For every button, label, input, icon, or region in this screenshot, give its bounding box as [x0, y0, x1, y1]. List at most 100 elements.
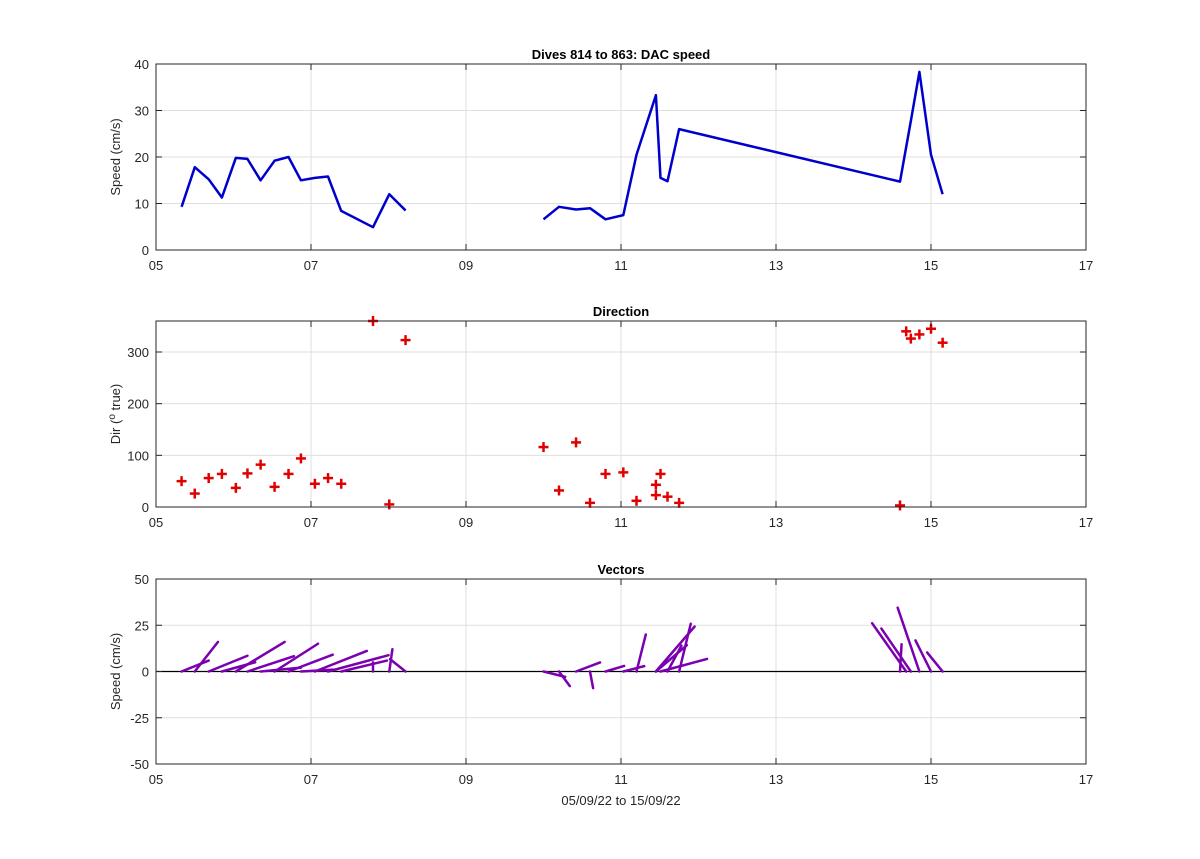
x-axis-label: 05/09/22 to 15/09/22 — [561, 793, 680, 808]
current-vector — [180, 659, 210, 673]
direction-point — [901, 326, 912, 337]
y-tick-label: 20 — [135, 150, 149, 165]
direction-point — [650, 490, 661, 501]
direction-point — [895, 500, 905, 511]
x-tick-label: 17 — [1079, 515, 1093, 530]
x-tick-label: 15 — [924, 772, 938, 787]
current-vector — [914, 639, 933, 673]
direction-panel: 05 07 09 11 13 15 17 0 100 200 300 Direction Dir (o … — [107, 304, 1094, 530]
speed-series-line — [180, 155, 407, 229]
y-tick-label: 300 — [127, 345, 149, 360]
direction-point — [662, 491, 673, 502]
current-vector — [896, 606, 921, 673]
x-tick-label: 05 — [149, 258, 163, 273]
current-vector — [388, 657, 407, 673]
x-tick-label: 17 — [1079, 772, 1093, 787]
direction-point — [674, 497, 685, 508]
x-tick-label: 05 — [149, 772, 163, 787]
current-vector — [557, 670, 572, 688]
direction-point — [655, 468, 666, 479]
x-tick-label: 11 — [614, 258, 628, 273]
x-tick-label: 15 — [924, 515, 938, 530]
direction-point — [269, 481, 280, 492]
y-tick-label: 0 — [142, 665, 149, 680]
direction-point — [242, 468, 253, 479]
y-tick-label: 30 — [135, 104, 149, 119]
speed-series-line — [542, 70, 944, 221]
direction-point — [631, 495, 642, 506]
y-tick-label: 10 — [135, 197, 149, 212]
y-tick-label: -25 — [130, 711, 149, 726]
direction-point — [618, 467, 629, 478]
current-vector — [246, 654, 296, 673]
y-tick-label: 0 — [142, 243, 149, 258]
current-vector — [193, 640, 220, 673]
current-vector — [207, 654, 249, 673]
x-tick-label: 09 — [459, 772, 473, 787]
current-vector — [925, 651, 944, 673]
y-axis-label: Speed (cm/s) — [108, 118, 123, 195]
direction-point — [255, 459, 266, 470]
y-tick-label: 50 — [135, 572, 149, 587]
current-vector — [339, 659, 389, 673]
direction-point — [937, 337, 948, 348]
direction-point — [176, 476, 187, 487]
direction-point — [600, 468, 611, 479]
y-tick-label: 0 — [142, 500, 149, 515]
direction-point — [323, 473, 334, 484]
chart-title: Dives 814 to 863: DAC speed — [532, 47, 711, 62]
current-vector — [880, 627, 913, 673]
direction-point — [384, 499, 395, 510]
current-vector — [604, 664, 626, 673]
current-vector — [635, 633, 648, 673]
direction-point — [295, 453, 306, 464]
direction-point — [283, 468, 294, 479]
x-tick-label: 07 — [304, 515, 318, 530]
y-axis-label: Speed (cm/s) — [108, 633, 123, 710]
current-vector — [273, 642, 320, 673]
vectors-panel: 05 07 09 11 13 15 17 -50 -25 0 25 50 Vectors Speed (c… — [108, 562, 1093, 808]
current-vector — [588, 670, 595, 690]
x-tick-label: 11 — [614, 515, 628, 530]
y-tick-label: 25 — [135, 618, 149, 633]
x-tick-label: 13 — [769, 515, 783, 530]
direction-point — [650, 479, 661, 490]
x-tick-label: 09 — [459, 258, 473, 273]
current-vector — [654, 643, 689, 673]
direction-point — [309, 478, 320, 489]
y-tick-label: 100 — [127, 448, 149, 463]
direction-point — [905, 333, 916, 344]
direction-point — [538, 442, 549, 453]
y-tick-label: 40 — [135, 57, 149, 72]
x-tick-label: 05 — [149, 515, 163, 530]
x-tick-label: 13 — [769, 772, 783, 787]
current-vector — [234, 640, 286, 673]
direction-point — [203, 473, 214, 484]
direction-point — [216, 468, 227, 479]
current-vector — [326, 653, 390, 673]
direction-point — [189, 488, 200, 499]
x-tick-label: 13 — [769, 258, 783, 273]
current-vector — [666, 644, 683, 673]
direction-point — [400, 335, 411, 346]
y-tick-label: 200 — [127, 397, 149, 412]
chart-title: Vectors — [598, 562, 645, 577]
x-tick-label: 15 — [924, 258, 938, 273]
direction-point — [914, 329, 925, 340]
x-tick-label: 07 — [304, 258, 318, 273]
x-tick-label: 07 — [304, 772, 318, 787]
current-vector — [870, 621, 908, 673]
current-vector — [622, 664, 646, 673]
chart-title: Direction — [593, 304, 649, 319]
current-vector — [677, 622, 692, 673]
direction-point — [554, 485, 564, 496]
direction-point — [571, 437, 582, 448]
x-tick-label: 11 — [614, 772, 628, 787]
direction-point — [230, 482, 241, 493]
direction-point — [585, 497, 595, 508]
y-tick-label: -50 — [130, 757, 149, 772]
x-tick-label: 17 — [1079, 258, 1093, 273]
current-vector — [313, 649, 369, 673]
x-tick-label: 09 — [459, 515, 473, 530]
